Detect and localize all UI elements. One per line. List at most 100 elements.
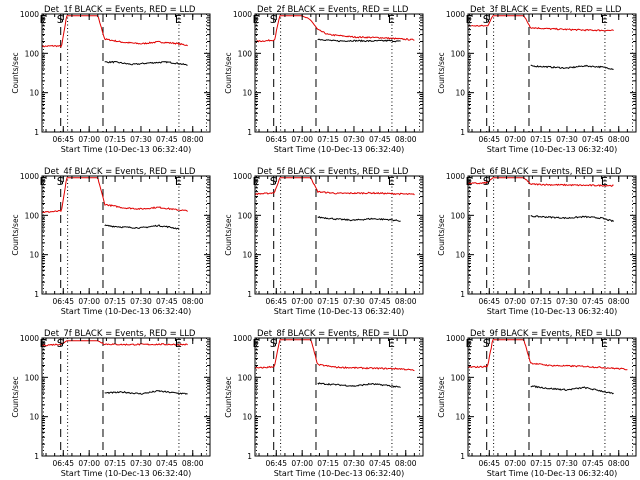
y-tick-label: 100 <box>25 49 40 58</box>
y-tick-label: 10 <box>29 251 39 260</box>
marker-letter: E <box>601 13 608 26</box>
marker-letter: E <box>252 13 259 26</box>
lld-series-line <box>255 339 415 372</box>
y-tick-label: 1 <box>460 452 465 461</box>
panel-title: Det_7f BLACK = Events, RED = LLD <box>44 329 196 339</box>
y-tick-label: 10 <box>242 413 252 422</box>
x-axis-label: Start Time (10-Dec-13 06:32:40) <box>61 145 192 154</box>
y-axis-label: Counts/sec <box>224 376 233 417</box>
x-tick-label: 07:45 <box>582 459 604 468</box>
x-tick-label: 07:30 <box>130 135 152 144</box>
x-axis-label: Start Time (10-Dec-13 06:32:40) <box>274 469 405 478</box>
panel-title: Det_8f BLACK = Events, RED = LLD <box>257 329 409 339</box>
x-tick-label: 07:00 <box>504 459 526 468</box>
x-tick-label: 07:30 <box>343 135 365 144</box>
panel-title: Det_4f BLACK = Events, RED = LLD <box>44 167 196 177</box>
x-tick-label: 07:45 <box>582 135 604 144</box>
plot-area <box>468 176 634 294</box>
events-series-line <box>317 382 401 388</box>
x-axis-label: Start Time (10-Dec-13 06:32:40) <box>61 307 192 316</box>
x-tick-label: 07:45 <box>156 297 178 306</box>
y-tick-label: 10 <box>242 251 252 260</box>
events-series-line <box>530 385 614 395</box>
x-tick-label: 06:45 <box>52 297 74 306</box>
panel-title: Det_9f BLACK = Events, RED = LLD <box>470 329 622 339</box>
marker-letter: E <box>465 13 472 26</box>
y-tick-label: 100 <box>238 373 253 382</box>
panel-title: Det_1f BLACK = Events, RED = LLD <box>44 5 196 15</box>
marker-letter: E <box>175 337 182 350</box>
y-axis-label: Counts/sec <box>437 214 446 255</box>
y-tick-label: 100 <box>451 49 466 58</box>
marker-letter: S <box>57 175 64 188</box>
y-tick-label: 1 <box>34 290 39 299</box>
marker-letter: E <box>175 13 182 26</box>
y-tick-label: 10 <box>455 251 465 260</box>
panel-title: Det_6f BLACK = Events, RED = LLD <box>470 167 622 177</box>
plot-area <box>255 338 421 456</box>
x-tick-label: 07:00 <box>291 135 313 144</box>
y-tick-label: 100 <box>25 373 40 382</box>
x-tick-label: 06:45 <box>478 135 500 144</box>
x-tick-label: 06:45 <box>265 135 287 144</box>
plot-area <box>255 14 421 132</box>
y-tick-label: 100 <box>238 211 253 220</box>
plot-frame <box>254 175 424 295</box>
marker-letter: E <box>252 337 259 350</box>
y-tick-label: 1000 <box>20 172 39 181</box>
marker-letter: E <box>388 175 395 188</box>
lld-series-line <box>42 177 188 214</box>
marker-letter: S <box>270 13 277 26</box>
lld-series-line <box>42 15 188 48</box>
plot-area <box>468 14 634 132</box>
x-tick-label: 07:45 <box>156 459 178 468</box>
x-tick-label: 07:00 <box>78 135 100 144</box>
lld-series-line <box>468 339 628 371</box>
x-axis-label: Start Time (10-Dec-13 06:32:40) <box>487 145 618 154</box>
x-tick-label: 08:00 <box>182 297 204 306</box>
lld-series-line <box>468 177 614 187</box>
y-axis-label: Counts/sec <box>437 52 446 93</box>
y-tick-label: 100 <box>451 373 466 382</box>
y-tick-label: 1 <box>247 290 252 299</box>
marker-letter: E <box>388 13 395 26</box>
y-tick-label: 10 <box>455 89 465 98</box>
lld-series-line <box>255 15 415 43</box>
plot-area <box>468 338 634 456</box>
marker-letter: S <box>270 175 277 188</box>
marker-letter: E <box>601 337 608 350</box>
x-tick-label: 07:30 <box>556 135 578 144</box>
x-tick-label: 06:45 <box>478 459 500 468</box>
x-tick-label: 07:30 <box>556 459 578 468</box>
plot-frame <box>41 175 211 295</box>
x-tick-label: 07:30 <box>130 297 152 306</box>
x-tick-label: 07:45 <box>369 135 391 144</box>
y-axis-label: Counts/sec <box>11 376 20 417</box>
y-axis-label: Counts/sec <box>224 214 233 255</box>
x-tick-label: 07:15 <box>530 459 552 468</box>
y-tick-label: 100 <box>451 211 466 220</box>
y-tick-label: 1 <box>460 290 465 299</box>
x-tick-label: 07:30 <box>556 297 578 306</box>
plot-frame <box>254 337 424 457</box>
marker-letter: E <box>465 337 472 350</box>
y-tick-label: 1 <box>247 452 252 461</box>
x-tick-label: 08:00 <box>182 135 204 144</box>
x-axis-label: Start Time (10-Dec-13 06:32:40) <box>274 145 405 154</box>
x-tick-label: 06:45 <box>52 135 74 144</box>
y-tick-label: 100 <box>25 211 40 220</box>
x-axis-label: Start Time (10-Dec-13 06:32:40) <box>274 307 405 316</box>
plot-frame <box>467 13 637 133</box>
x-tick-label: 08:00 <box>608 459 630 468</box>
x-tick-label: 07:45 <box>156 135 178 144</box>
y-tick-label: 1000 <box>233 172 252 181</box>
marker-letter: E <box>252 175 259 188</box>
x-tick-label: 07:45 <box>582 297 604 306</box>
y-tick-label: 1000 <box>233 10 252 19</box>
x-tick-label: 07:00 <box>291 459 313 468</box>
x-tick-label: 07:00 <box>78 459 100 468</box>
